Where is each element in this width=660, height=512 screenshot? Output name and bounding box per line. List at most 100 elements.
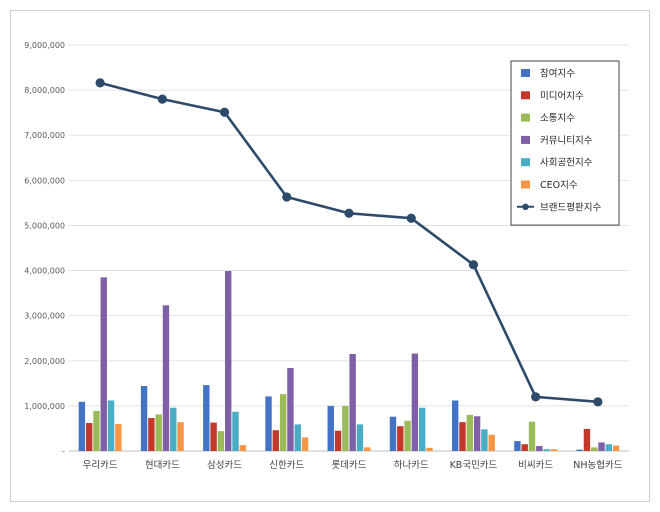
bar xyxy=(170,407,177,451)
category-label: 우리카드 xyxy=(83,460,118,471)
y-tick-label: 2,000,000 xyxy=(24,357,65,366)
bar xyxy=(459,422,466,451)
legend-swatch xyxy=(521,135,530,144)
y-tick-label: 7,000,000 xyxy=(24,131,65,140)
bar xyxy=(451,400,459,451)
bar xyxy=(550,449,558,451)
y-axis-ticks: - 1,000,000 2,000,000 3,000,000 4,000,000 5,0… xyxy=(24,41,65,456)
category-label: 비씨카드 xyxy=(518,460,553,471)
legend-label: 소통지수 xyxy=(540,113,575,124)
bar xyxy=(349,354,356,451)
bar xyxy=(78,401,86,451)
bar xyxy=(356,424,364,451)
legend-swatch xyxy=(521,180,530,189)
legend-marker xyxy=(522,203,529,210)
bar xyxy=(591,447,598,451)
y-tick-label: 8,000,000 xyxy=(24,86,65,95)
y-tick-label: 5,000,000 xyxy=(24,221,65,230)
legend-swatch xyxy=(521,69,530,77)
bar xyxy=(536,446,543,451)
bar xyxy=(426,447,433,451)
bar xyxy=(239,445,247,451)
bars xyxy=(78,271,620,451)
bar xyxy=(411,353,419,451)
bar xyxy=(93,410,100,451)
y-tick-label: 9,000,000 xyxy=(24,41,65,50)
bar xyxy=(481,429,488,451)
bar xyxy=(605,444,613,451)
bar xyxy=(342,405,349,451)
bar xyxy=(334,430,342,451)
bar xyxy=(162,305,170,451)
y-tick-label: - xyxy=(62,447,65,456)
category-label: 삼성카드 xyxy=(207,460,242,471)
bar xyxy=(543,449,550,451)
bar xyxy=(115,423,122,451)
bar xyxy=(364,447,371,451)
legend-label: 참여지수 xyxy=(540,68,575,80)
bar xyxy=(140,386,148,451)
bar xyxy=(397,426,404,451)
bar xyxy=(404,420,411,451)
bar xyxy=(521,444,528,451)
chart-frame: - 1,000,000 2,000,000 3,000,000 4,000,000 5,0… xyxy=(10,10,650,502)
bar xyxy=(598,442,605,451)
category-label: NH농협카드 xyxy=(573,459,622,471)
legend-swatch xyxy=(521,91,530,100)
legend-label: CEO지수 xyxy=(540,180,578,191)
line-point xyxy=(95,78,105,88)
bar xyxy=(488,434,495,451)
bar xyxy=(466,414,473,451)
line-point xyxy=(593,397,603,407)
bar xyxy=(177,422,184,451)
bar xyxy=(217,431,225,451)
bar xyxy=(210,422,217,451)
bar xyxy=(155,414,162,451)
y-tick-label: 1,000,000 xyxy=(24,402,65,411)
category-label: 신한카드 xyxy=(269,460,304,471)
bar xyxy=(473,416,481,451)
category-label: KB국민카드 xyxy=(450,460,498,471)
y-tick-label: 6,000,000 xyxy=(24,176,65,185)
bar xyxy=(514,441,521,451)
line-point xyxy=(531,392,541,402)
bar xyxy=(583,428,591,451)
bar-line-chart: - 1,000,000 2,000,000 3,000,000 4,000,000 5,0… xyxy=(24,41,629,471)
legend-label: 커뮤니티지수 xyxy=(540,135,593,146)
bar xyxy=(418,407,426,451)
line-point xyxy=(344,208,354,218)
category-label: 현대카드 xyxy=(145,460,180,471)
bar xyxy=(100,277,107,451)
legend-label: 브랜드평판지수 xyxy=(540,202,601,213)
category-label: 하나카드 xyxy=(394,459,429,471)
bar xyxy=(272,430,280,451)
line-point xyxy=(406,213,416,223)
bar xyxy=(287,367,294,451)
bar xyxy=(389,416,397,451)
line-point xyxy=(157,94,167,104)
bar xyxy=(107,400,115,451)
bar xyxy=(232,411,239,451)
category-label: 롯데카드 xyxy=(332,460,367,471)
bar xyxy=(576,449,583,451)
legend-swatch xyxy=(521,158,530,167)
line-point xyxy=(468,260,479,270)
legend-label: 미디어지수 xyxy=(540,91,584,102)
bar xyxy=(203,385,210,451)
brand-index-line xyxy=(95,78,603,407)
bar xyxy=(279,394,287,451)
bar xyxy=(612,445,620,451)
grid-lines xyxy=(69,44,629,452)
line-point xyxy=(219,107,230,117)
y-tick-label: 3,000,000 xyxy=(24,312,65,321)
bar xyxy=(85,423,93,451)
bar xyxy=(528,421,536,451)
x-axis-categories: 우리카드 현대카드 삼성카드 신한카드 롯데카드 하나카드 KB국민카드 비씨카드 NH농협카드 xyxy=(83,459,623,471)
bar xyxy=(301,437,309,451)
bar xyxy=(265,396,272,451)
bar xyxy=(294,424,301,451)
bar xyxy=(225,271,232,451)
legend-label: 사회공헌지수 xyxy=(540,158,593,169)
bar xyxy=(148,418,155,451)
